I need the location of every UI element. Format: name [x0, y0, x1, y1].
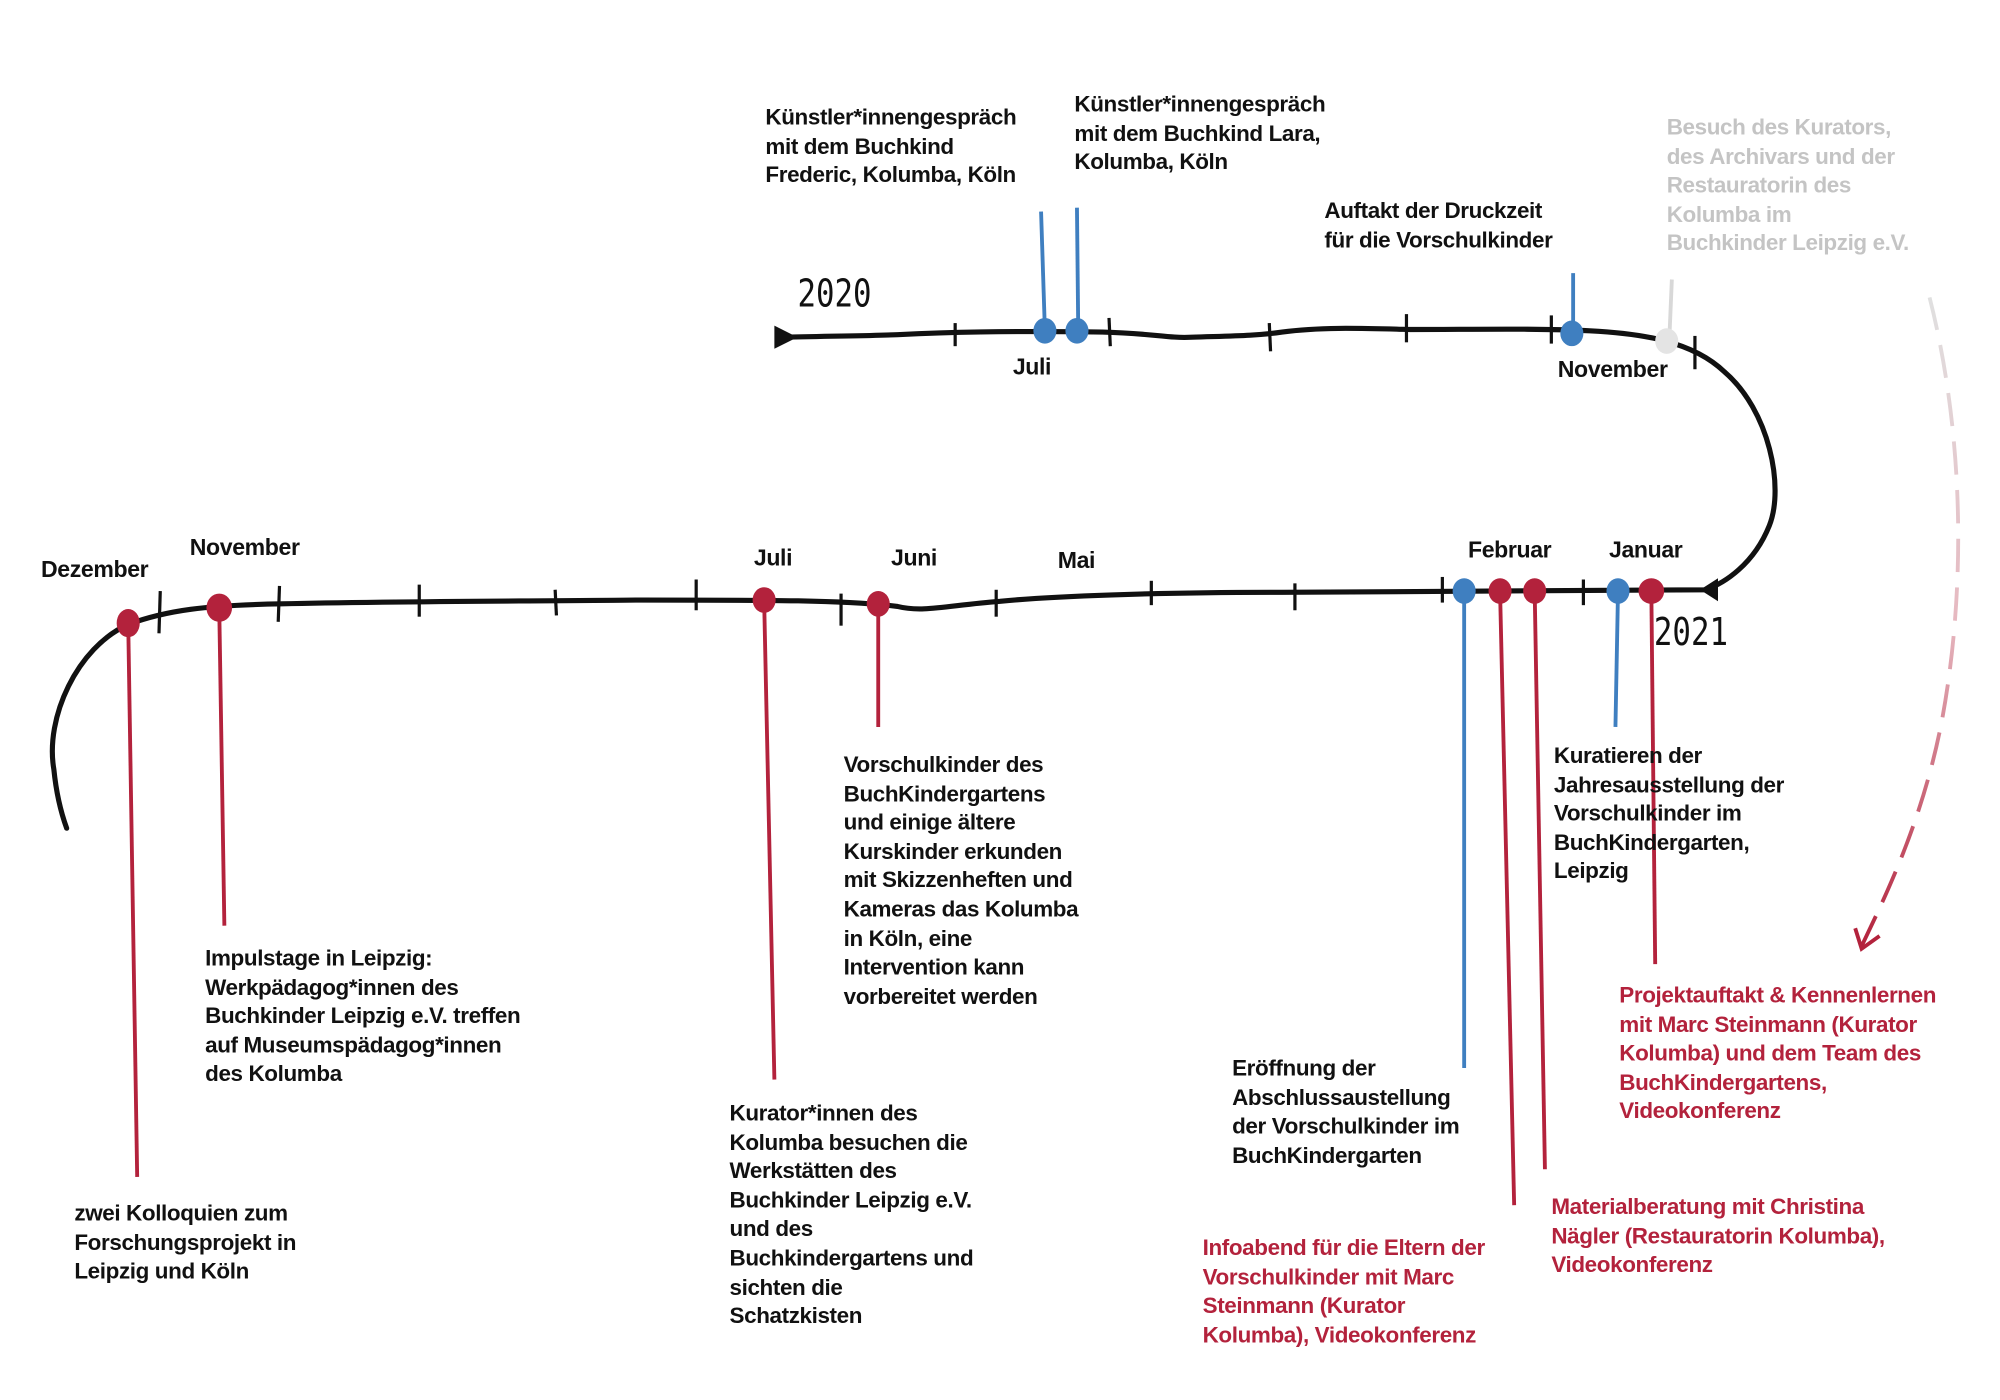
- start-arrow-icon: [774, 325, 798, 349]
- event-kuratieren: Kuratieren der Jahresausstellung der Vor…: [1553, 742, 1785, 884]
- event-dot: [1452, 578, 1476, 604]
- event-vorschulkinder: Vorschulkinder des BuchKindergartens und…: [843, 751, 1079, 1009]
- event-dot: [1033, 317, 1057, 344]
- event-dot: [206, 593, 233, 622]
- event-dot: [1488, 578, 1512, 604]
- month-label-februar: Februar: [1468, 537, 1552, 563]
- month-label-juni: Juni: [891, 544, 937, 571]
- event-dot: [1560, 320, 1584, 347]
- month-label-november: November: [189, 534, 300, 561]
- month-label-juli: Juli: [753, 544, 793, 571]
- event-dot: [1606, 578, 1630, 604]
- event-lara: Künstler*innengespräch mit dem Buchkind …: [1074, 91, 1326, 175]
- event-dot: [866, 591, 890, 617]
- event-kuratoren-besuch: Kurator*innen des Kolumba besuchen die W…: [729, 1100, 974, 1329]
- month-ticks: [157, 314, 1697, 634]
- event-kolloquien: zwei Kolloquien zum Forschungsprojekt in…: [74, 1200, 297, 1284]
- event-eroeffnung: Eröffnung der Abschlussaustellung der Vo…: [1232, 1055, 1460, 1168]
- event-dot: [1655, 328, 1679, 354]
- month-label-juli-top: Juli: [1012, 353, 1052, 380]
- event-impulstage: Impulstage in Leipzig: Werkpädagog*innen…: [205, 944, 521, 1087]
- event-projektauftakt: Projektauftakt & Kennenlernen mit Marc S…: [1619, 982, 1937, 1124]
- event-frederic: Künstler*innengespräch mit dem Buchkind …: [765, 103, 1017, 188]
- event-infoabend: Infoabend für die Eltern der Vorschulkin…: [1202, 1234, 1486, 1348]
- dashed-arrow: [1859, 296, 1961, 948]
- month-label-mai: Mai: [1057, 547, 1096, 574]
- year-2021: 2021: [1653, 610, 1729, 656]
- month-label-dezember: Dezember: [41, 556, 149, 583]
- event-materialberatung: Materialberatung mit Christina Nägler (R…: [1551, 1193, 1885, 1278]
- month-label-november-top: November: [1557, 356, 1668, 383]
- event-dot: [1065, 317, 1089, 344]
- event-druckzeit: Auftakt der Druckzeit für die Vorschulki…: [1324, 197, 1553, 253]
- year-2020: 2020: [797, 271, 872, 317]
- month-label-januar: Januar: [1609, 537, 1683, 563]
- event-besuch: Besuch des Kurators, des Archivars und d…: [1666, 114, 1910, 256]
- event-dot: [1638, 578, 1665, 604]
- event-dots: [116, 317, 1679, 638]
- arrow-head-icon: [1853, 927, 1881, 952]
- event-dot: [116, 608, 140, 638]
- event-dot: [1523, 578, 1547, 604]
- event-dot: [752, 587, 776, 613]
- end-arrow-icon: [1700, 578, 1719, 602]
